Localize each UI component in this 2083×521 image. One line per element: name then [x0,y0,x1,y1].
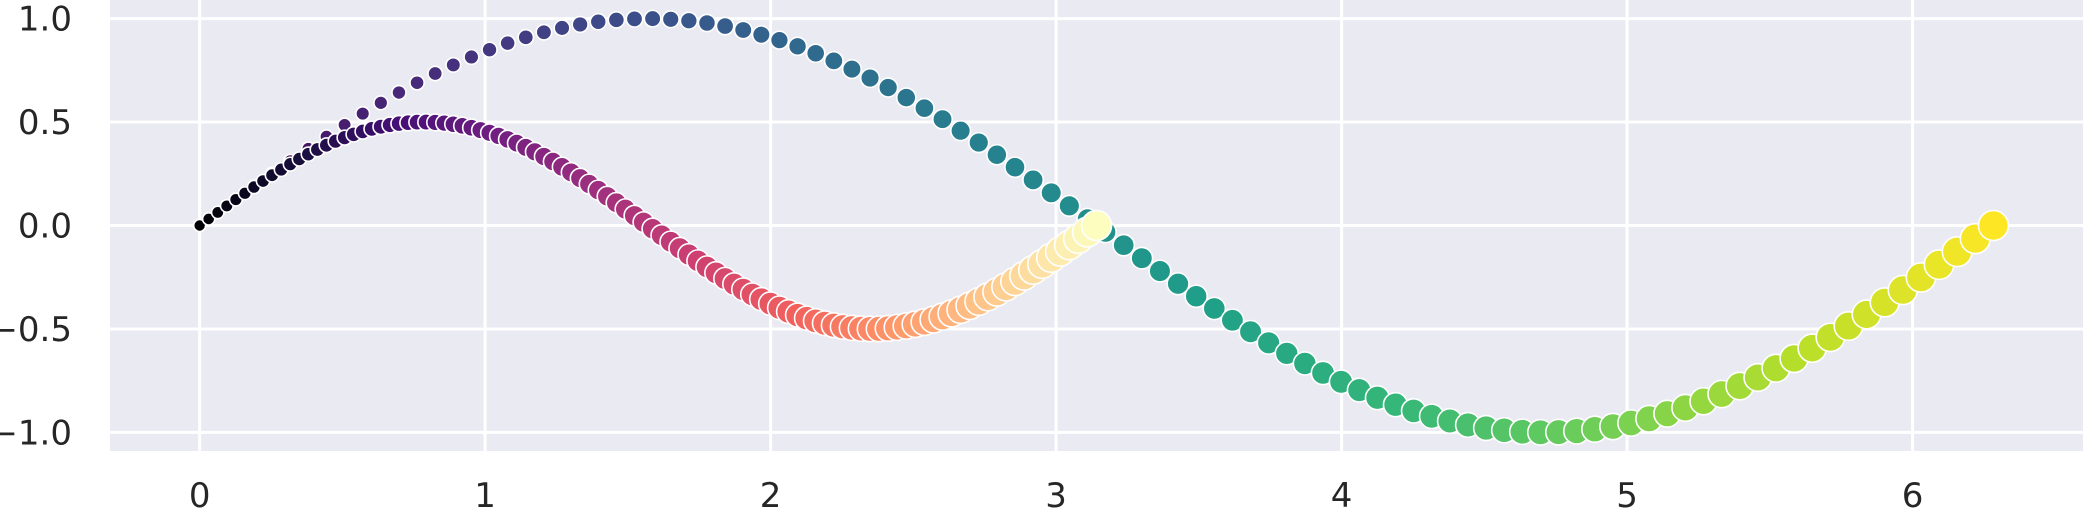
x-tick-label: 0 [189,476,211,516]
data-point [1184,284,1208,309]
data-point [445,56,462,74]
data-point [1166,272,1190,296]
data-point [1256,330,1281,355]
data-point [409,74,425,91]
data-point [391,84,407,101]
data-point [1022,168,1045,191]
data-point [1004,156,1026,179]
data-point [625,9,644,28]
y-axis-ticks: −1.0 −0.5 0.0 0.5 1.0 [0,0,72,453]
x-tick-label: 3 [1045,476,1067,516]
data-point [427,65,444,82]
y-tick-label: 0.5 [18,103,72,143]
x-tick-label: 2 [760,476,782,516]
x-tick-label: 1 [474,476,496,516]
data-point [499,34,517,52]
x-tick-label: 4 [1331,476,1353,516]
data-point [535,23,553,41]
data-point [968,131,990,154]
data-point [986,143,1008,166]
y-tick-label: 0.0 [18,207,72,247]
data-point [643,9,662,28]
data-point [859,67,881,89]
x-tick-label: 5 [1616,476,1638,516]
data-point [1112,233,1136,257]
data-point [1080,209,1113,242]
data-point [751,25,771,45]
data-point [769,30,790,50]
y-tick-label: −1.0 [0,413,72,453]
data-point [1202,296,1227,321]
x-tick-label: 6 [1902,476,1924,516]
data-point [1130,246,1154,270]
data-point [1977,209,2010,242]
data-point [913,97,935,119]
y-tick-label: −0.5 [0,310,72,350]
data-point [733,20,753,40]
data-point [1040,181,1063,204]
data-point [373,95,389,111]
data-point [607,11,626,29]
data-point [481,41,498,58]
data-point [553,19,571,37]
series-2 [192,112,1113,343]
data-point [1148,259,1172,283]
data-point [950,120,972,142]
x-axis-ticks: 0 1 2 3 4 5 6 [189,476,1924,516]
data-point [355,106,371,122]
data-point [192,218,207,233]
data-point [571,15,589,34]
data-point [715,16,735,36]
data-point [463,48,480,66]
data-point [877,77,899,98]
data-point [823,50,844,71]
data-point [697,13,717,33]
data-point [895,87,917,108]
y-tick-label: 1.0 [18,0,72,40]
data-point [661,10,680,29]
data-point [1058,194,1081,217]
data-point [679,11,699,30]
data-point [841,59,862,80]
data-point [787,36,808,57]
data-point [1238,319,1263,344]
data-point [1220,308,1245,333]
series-1 [192,9,2010,446]
data-point [517,28,535,46]
series-layer [192,9,2010,446]
data-point [931,108,954,130]
data-point [805,43,826,64]
data-point [589,12,608,31]
